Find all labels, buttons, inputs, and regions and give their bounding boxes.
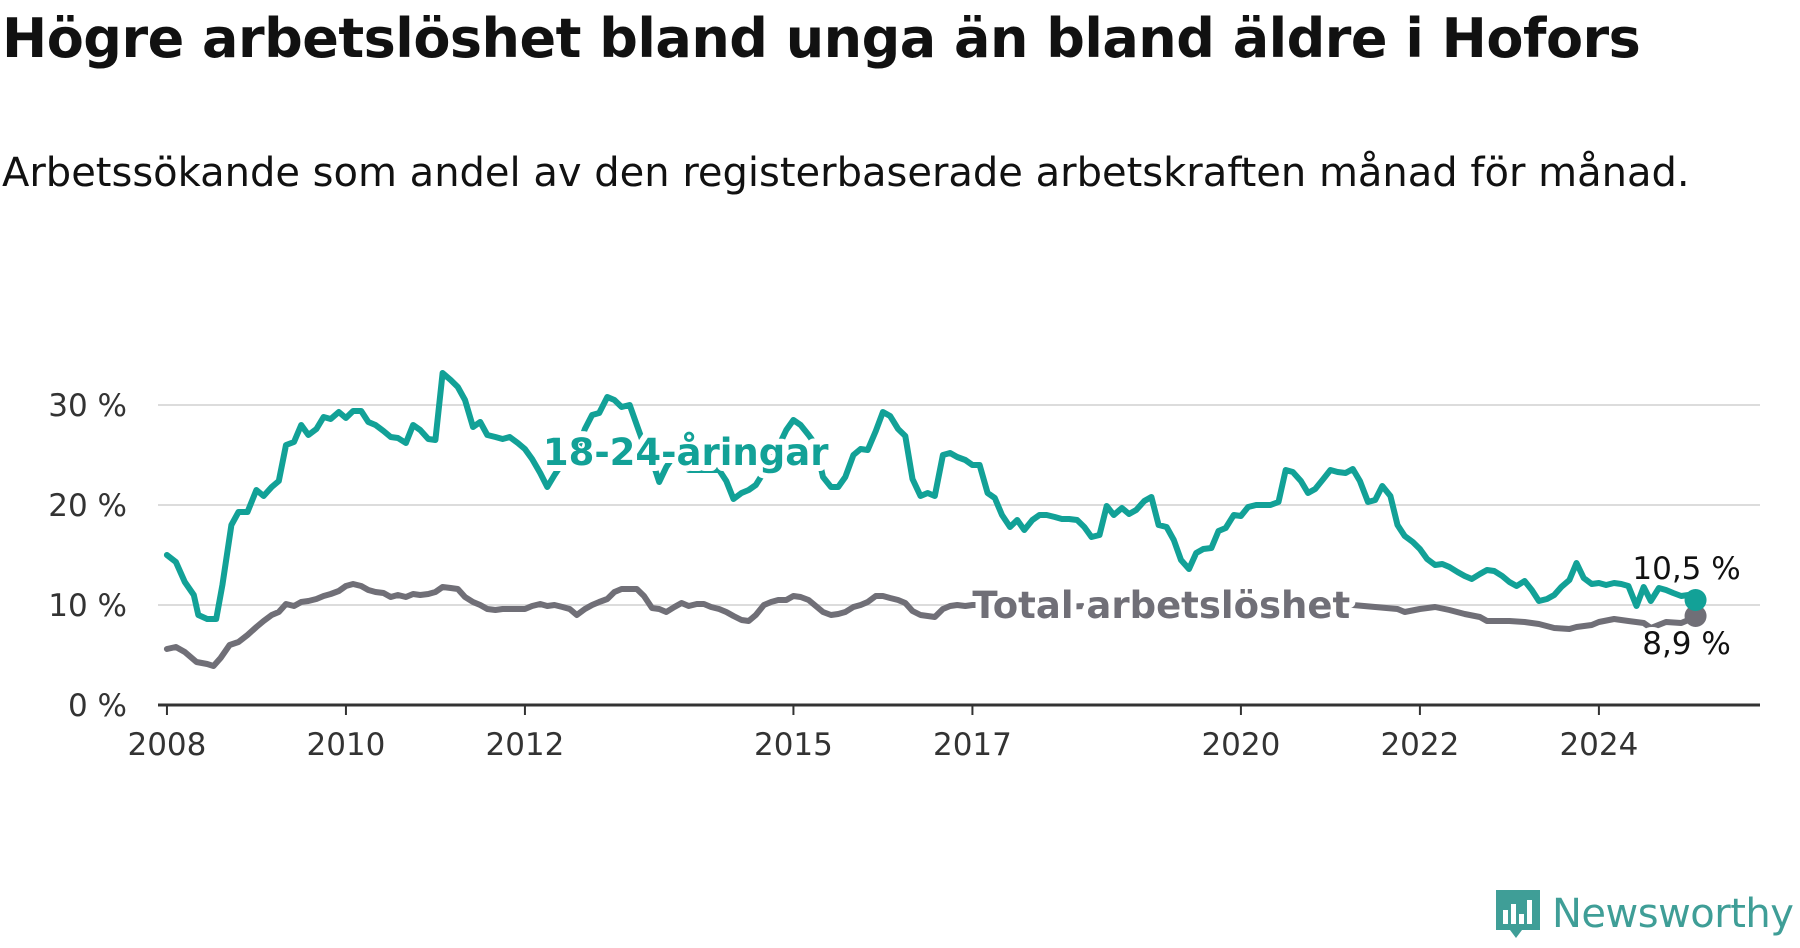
x-axis: 2008 2010 2012 2015 2017 2020 2022 2024: [127, 703, 1760, 763]
series-line: [163, 370, 1699, 622]
brand-name: Newsworthy: [1552, 891, 1794, 937]
brand-logo[interactable]: Newsworthy: [1494, 886, 1794, 942]
chart-labels: 18-24-åringar Total arbetslöshet 10,5 % 8,9…: [537, 425, 1745, 666]
x-tick-label: 2017: [933, 727, 1012, 763]
x-tick-label: 2008: [127, 727, 206, 763]
chart-gridlines: [158, 404, 1760, 606]
series-end-marker: [1684, 589, 1707, 611]
newsworthy-logo-icon: [1496, 890, 1540, 938]
series-line: [163, 581, 1699, 669]
y-tick-label: 30 %: [48, 388, 127, 424]
x-tick-label: 2012: [485, 727, 564, 763]
y-tick-label: 20 %: [48, 488, 127, 524]
y-tick-label: 0 %: [68, 688, 127, 724]
x-tick-label: 2020: [1201, 727, 1280, 763]
series-name-label: 18-24-åringar: [543, 431, 829, 474]
x-tick-label: 2015: [754, 727, 833, 763]
chart-subtitle: Arbetssökande som andel av den registerb…: [2, 150, 1690, 196]
series-name-label: Total arbetslöshet: [972, 584, 1350, 627]
y-axis-ticks: 0 % 10 % 20 % 30 %: [48, 388, 127, 724]
series-end-marker: [1684, 605, 1707, 627]
page-title: Högre arbetslöshet bland unga än bland ä…: [2, 7, 1641, 70]
chart-series: [163, 370, 1707, 669]
series-end-value-label: 10,5 %: [1632, 551, 1740, 587]
x-tick-label: 2022: [1380, 727, 1459, 763]
x-tick-label: 2010: [306, 727, 385, 763]
x-tick-label: 2024: [1559, 727, 1638, 763]
y-tick-label: 10 %: [48, 588, 127, 624]
series-end-value-label: 8,9 %: [1642, 626, 1731, 662]
